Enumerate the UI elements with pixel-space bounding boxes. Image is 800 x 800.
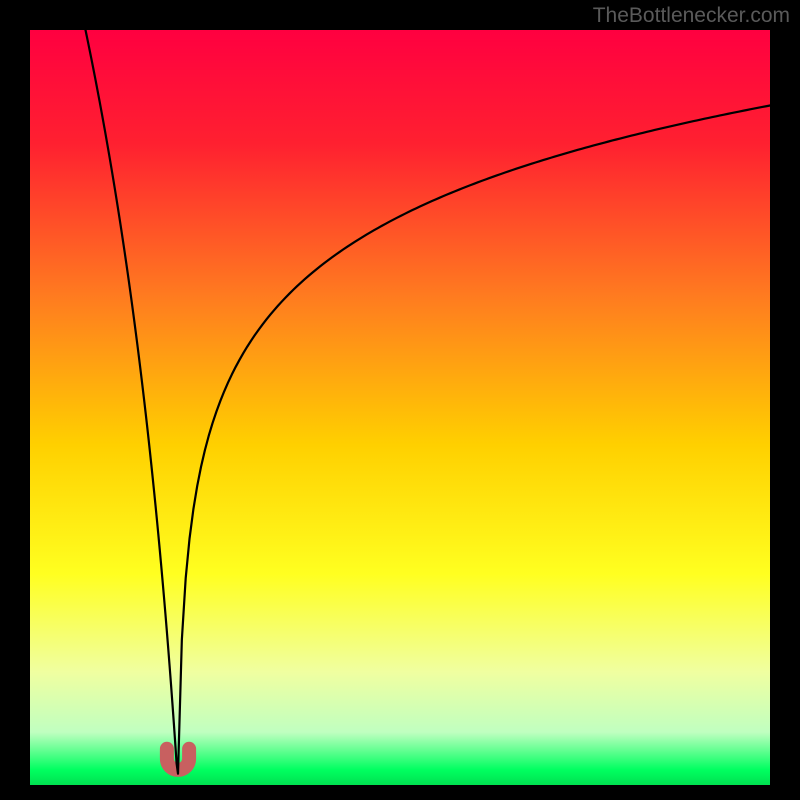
watermark-text: TheBottlenecker.com bbox=[593, 4, 790, 28]
bottleneck-curve-chart bbox=[0, 0, 800, 800]
plot-background bbox=[30, 30, 770, 785]
chart-container: TheBottlenecker.com bbox=[0, 0, 800, 800]
